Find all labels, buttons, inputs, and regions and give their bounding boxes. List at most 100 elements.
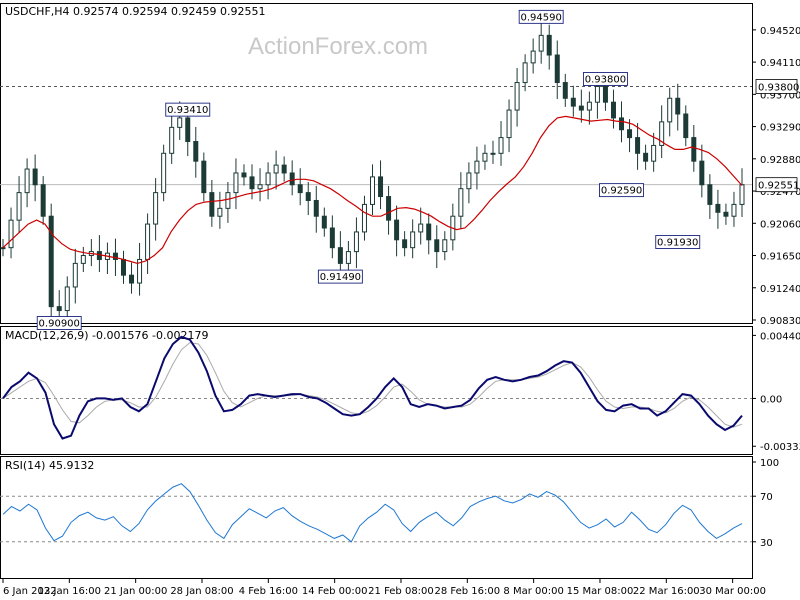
time-tick-label: 14 Feb 00:00 bbox=[302, 586, 368, 597]
candle-body bbox=[490, 152, 496, 155]
candle-body bbox=[498, 137, 504, 154]
candle bbox=[137, 242, 143, 296]
candle bbox=[482, 144, 488, 170]
candle-body bbox=[217, 207, 223, 217]
candle bbox=[610, 89, 616, 129]
macd-panel-frame bbox=[0, 326, 753, 455]
candle-body bbox=[570, 97, 576, 107]
candle bbox=[514, 67, 520, 127]
candle-body bbox=[265, 172, 271, 186]
candle bbox=[675, 83, 681, 131]
moving-average bbox=[2, 115, 743, 265]
candle bbox=[257, 168, 263, 202]
candle bbox=[394, 205, 400, 257]
candle bbox=[249, 164, 255, 200]
candle bbox=[353, 217, 359, 269]
candle-body bbox=[0, 247, 6, 250]
price-panel-frame bbox=[0, 3, 753, 324]
candle bbox=[305, 182, 311, 216]
candle-body bbox=[361, 203, 367, 233]
candle bbox=[466, 162, 472, 204]
candle-body bbox=[8, 219, 14, 249]
candle-body bbox=[546, 34, 552, 56]
candle bbox=[193, 126, 199, 178]
candle bbox=[554, 40, 560, 100]
current-price-label: 0.92551 bbox=[758, 181, 799, 192]
candle bbox=[225, 182, 231, 223]
price-tick-label: 0.94110 bbox=[760, 58, 800, 69]
candle bbox=[474, 146, 480, 190]
candle bbox=[586, 91, 592, 125]
candle bbox=[378, 160, 384, 210]
candle bbox=[699, 144, 705, 198]
candle-body bbox=[297, 184, 303, 194]
candle-body bbox=[506, 109, 512, 139]
candle-body bbox=[177, 117, 183, 128]
macd-label: MACD(12,26,9) -0.001576 -0.002179 bbox=[5, 329, 208, 342]
candle-body bbox=[370, 176, 375, 205]
price-tick-label: 0.93700 bbox=[760, 90, 800, 101]
price-tick-label: 0.91650 bbox=[760, 252, 800, 263]
macd-tick-label: 0.00 bbox=[760, 394, 782, 405]
candle-body bbox=[482, 152, 488, 162]
candle bbox=[490, 140, 496, 164]
candle-body bbox=[112, 252, 118, 260]
candle-body bbox=[739, 184, 745, 205]
candle-body bbox=[233, 172, 239, 194]
candle bbox=[570, 85, 576, 117]
annotation-box bbox=[655, 235, 701, 249]
candle-body bbox=[691, 137, 697, 162]
candle-body bbox=[651, 144, 657, 162]
candle-body bbox=[129, 274, 135, 284]
candle-body bbox=[723, 211, 729, 217]
candle-body bbox=[185, 117, 191, 143]
time-tick-label: 21 Feb 08:00 bbox=[368, 586, 434, 597]
candle-body bbox=[249, 176, 255, 190]
candle bbox=[651, 132, 657, 172]
candle bbox=[209, 180, 215, 227]
time-tick-label: 21 Jan 00:00 bbox=[104, 586, 167, 597]
time-tick-label: 22 Mar 16:00 bbox=[633, 586, 700, 597]
candle-body bbox=[434, 239, 440, 253]
candle bbox=[386, 185, 392, 235]
candle-body bbox=[169, 126, 175, 154]
candle-body bbox=[313, 199, 319, 217]
annotation-box bbox=[165, 102, 211, 117]
rsi-tick-label: 100 bbox=[760, 458, 779, 469]
macd-tick-label: 0.004403 bbox=[760, 331, 800, 342]
candle bbox=[578, 89, 584, 123]
candle bbox=[96, 235, 102, 273]
candle bbox=[120, 250, 126, 284]
chart-title: USDCHF,H4 0.92574 0.92594 0.92459 0.9255… bbox=[5, 5, 266, 18]
annotation-box bbox=[599, 183, 644, 198]
candle-body bbox=[578, 105, 584, 111]
candle bbox=[659, 105, 665, 159]
time-tick-label: 15 Mar 08:00 bbox=[567, 586, 634, 597]
annotation-box bbox=[582, 72, 628, 86]
candle bbox=[707, 174, 713, 219]
candle-body bbox=[402, 239, 408, 249]
time-tick-label: 30 Mar 00:00 bbox=[699, 586, 766, 597]
candle-body bbox=[64, 286, 70, 312]
ma-line bbox=[2, 115, 743, 265]
time-tick-label: 28 Feb 16:00 bbox=[435, 586, 501, 597]
candle bbox=[337, 231, 343, 276]
candle-body bbox=[329, 227, 335, 249]
candle bbox=[24, 158, 30, 208]
candle-body bbox=[715, 203, 721, 213]
candle-body bbox=[225, 192, 231, 209]
rsi-line bbox=[2, 483, 743, 543]
candle bbox=[8, 207, 14, 259]
price-axis-ticks: 0.94520 0.94110 0.93700 0.93290 0.92880 0.924… bbox=[752, 26, 800, 327]
annotation-label: 0.93800 bbox=[585, 74, 626, 85]
candle-body bbox=[554, 54, 560, 84]
resistance-price-label: 0.93800 bbox=[758, 82, 799, 93]
annotation-label: 0.94590 bbox=[521, 12, 562, 23]
candle-body bbox=[667, 97, 673, 123]
candle bbox=[635, 123, 641, 170]
time-tick-label: 4 Feb 16:00 bbox=[239, 586, 298, 597]
candle bbox=[410, 219, 416, 259]
price-tick-label: 0.92060 bbox=[760, 219, 800, 230]
candle bbox=[538, 18, 544, 64]
